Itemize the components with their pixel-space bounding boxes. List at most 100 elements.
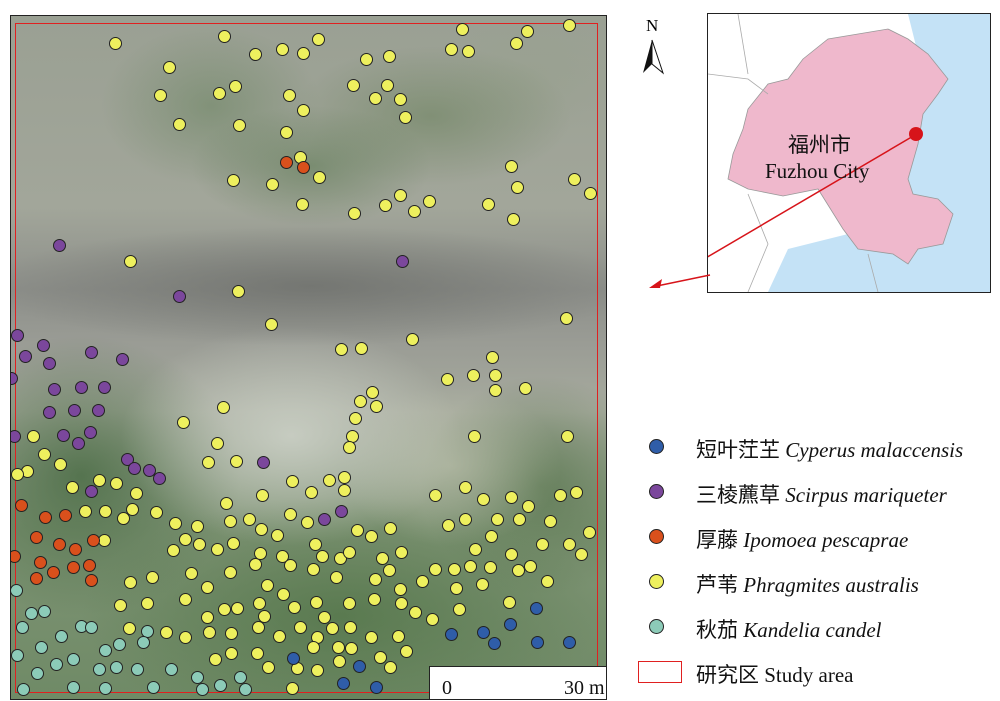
sample-point-scirpus	[318, 513, 331, 526]
sample-point-phragmites	[211, 437, 224, 450]
sample-point-phragmites	[394, 583, 407, 596]
sample-point-kandelia	[35, 641, 48, 654]
study-area-swatch	[638, 661, 682, 683]
fuzhou-boundary	[727, 28, 954, 265]
sample-point-kandelia	[137, 636, 150, 649]
sample-point-kandelia	[234, 671, 247, 684]
sample-point-cyperus	[287, 652, 300, 665]
legend-latin: Cyperus malaccensis	[785, 438, 964, 462]
sample-point-phragmites	[277, 588, 290, 601]
sample-point-phragmites	[338, 471, 351, 484]
sample-point-cyperus	[530, 602, 543, 615]
sample-point-scirpus	[53, 239, 66, 252]
sample-point-phragmites	[347, 79, 360, 92]
sample-point-phragmites	[203, 626, 216, 639]
sample-point-phragmites	[150, 506, 163, 519]
sample-point-phragmites	[369, 573, 382, 586]
sample-point-ipomoea	[280, 156, 293, 169]
sample-point-phragmites	[409, 606, 422, 619]
blue-dot-icon	[649, 439, 664, 454]
sample-point-phragmites	[265, 318, 278, 331]
sample-point-phragmites	[280, 126, 293, 139]
sample-point-phragmites	[312, 33, 325, 46]
sample-point-phragmites	[114, 599, 127, 612]
sample-point-phragmites	[296, 198, 309, 211]
sample-point-ipomoea	[297, 161, 310, 174]
sample-point-kandelia	[99, 644, 112, 657]
aerial-map: 0 30 m	[10, 15, 607, 700]
sample-point-phragmites	[66, 481, 79, 494]
sample-point-phragmites	[369, 92, 382, 105]
sample-point-scirpus	[43, 406, 56, 419]
sample-point-phragmites	[524, 560, 537, 573]
sample-point-phragmites	[297, 104, 310, 117]
sample-point-scirpus	[85, 485, 98, 498]
sample-point-phragmites	[344, 621, 357, 634]
sample-point-phragmites	[442, 519, 455, 532]
sample-point-scirpus	[173, 290, 186, 303]
sample-point-scirpus	[37, 339, 50, 352]
study-area-boundary	[15, 23, 598, 693]
sample-point-phragmites	[365, 631, 378, 644]
sample-point-ipomoea	[59, 509, 72, 522]
north-label: N	[646, 16, 659, 35]
north-arrow-icon	[643, 39, 665, 75]
location-inset-map: 福州市 Fuzhou City	[707, 13, 991, 293]
sample-point-phragmites	[570, 486, 583, 499]
sample-point-phragmites	[456, 23, 469, 36]
sample-point-kandelia	[214, 679, 227, 692]
sample-point-phragmites	[365, 530, 378, 543]
sample-point-phragmites	[554, 489, 567, 502]
sample-point-phragmites	[294, 621, 307, 634]
sample-point-phragmites	[179, 533, 192, 546]
sample-point-phragmites	[368, 593, 381, 606]
legend-latin: Kandelia candel	[743, 618, 882, 642]
sample-point-phragmites	[179, 631, 192, 644]
sample-point-phragmites	[311, 664, 324, 677]
sample-point-phragmites	[513, 513, 526, 526]
scale-bar: 0 30 m	[429, 666, 606, 699]
legend-latin: Phragmites australis	[743, 573, 919, 597]
sample-point-phragmites	[185, 567, 198, 580]
sample-point-ipomoea	[47, 566, 60, 579]
sample-point-phragmites	[217, 401, 230, 414]
sample-point-phragmites	[193, 538, 206, 551]
legend-cn: 芦苇	[696, 573, 738, 597]
sample-point-phragmites	[544, 515, 557, 528]
sample-point-scirpus	[75, 381, 88, 394]
sample-point-phragmites	[220, 497, 233, 510]
sample-point-phragmites	[258, 610, 271, 623]
sample-point-phragmites	[408, 205, 421, 218]
sample-point-phragmites	[392, 630, 405, 643]
sample-point-cyperus	[504, 618, 517, 631]
sample-point-phragmites	[202, 456, 215, 469]
sample-point-phragmites	[489, 384, 502, 397]
sample-point-phragmites	[510, 37, 523, 50]
sample-point-ipomoea	[83, 559, 96, 572]
sample-point-kandelia	[147, 681, 160, 694]
sample-point-phragmites	[489, 369, 502, 382]
sample-point-phragmites	[563, 19, 576, 32]
sample-point-scirpus	[153, 472, 166, 485]
sample-point-phragmites	[307, 563, 320, 576]
arrow-head-icon	[649, 274, 711, 288]
sample-point-phragmites	[173, 118, 186, 131]
sample-point-phragmites	[384, 522, 397, 535]
sample-point-phragmites	[160, 626, 173, 639]
sample-point-phragmites	[227, 174, 240, 187]
legend-cn: 三棱藨草	[696, 483, 780, 507]
teal-dot-icon	[649, 619, 664, 634]
sample-point-phragmites	[485, 530, 498, 543]
sample-point-ipomoea	[30, 572, 43, 585]
sample-point-phragmites	[505, 548, 518, 561]
sample-point-phragmites	[448, 563, 461, 576]
sample-point-phragmites	[27, 430, 40, 443]
sample-point-kandelia	[16, 621, 29, 634]
legend-en: Study area	[764, 663, 854, 687]
sample-point-phragmites	[218, 30, 231, 43]
sample-point-scirpus	[57, 429, 70, 442]
sample-point-phragmites	[416, 575, 429, 588]
sample-point-scirpus	[11, 430, 21, 443]
scale-start-label: 0	[442, 677, 452, 699]
sample-point-phragmites	[179, 593, 192, 606]
